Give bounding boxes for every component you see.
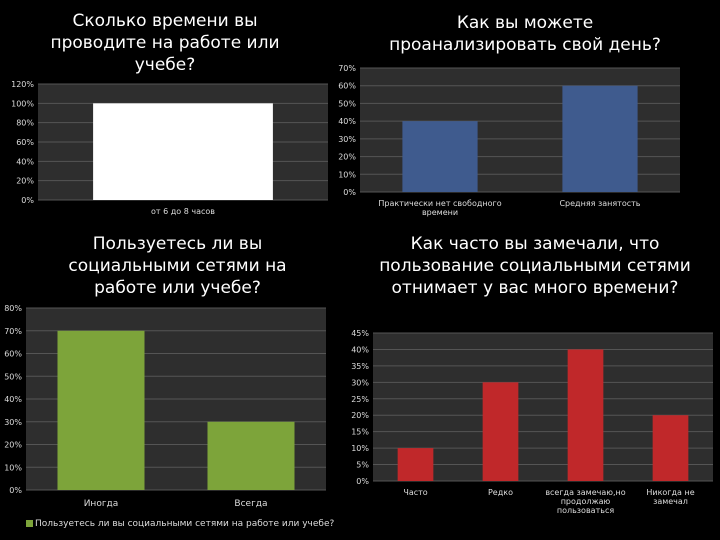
y-tick-label: 0% bbox=[9, 486, 22, 495]
y-tick-label: 120% bbox=[11, 80, 34, 89]
chart4-title: Как часто вы замечали, что пользование с… bbox=[379, 234, 691, 298]
y-tick-label: 0% bbox=[21, 196, 34, 205]
y-tick-label: 60% bbox=[16, 138, 34, 147]
y-tick-label: 40% bbox=[4, 395, 22, 404]
y-tick-label: 35% bbox=[351, 362, 369, 371]
x-tick-label: от 6 до 8 часов bbox=[151, 207, 215, 216]
y-tick-label: 0% bbox=[356, 477, 369, 486]
y-tick-label: 45% bbox=[351, 329, 369, 338]
bar bbox=[402, 121, 478, 192]
x-tick-label: Иногда bbox=[84, 499, 119, 509]
bar bbox=[567, 349, 604, 481]
legend-swatch bbox=[26, 520, 33, 527]
y-tick-label: 40% bbox=[16, 157, 34, 166]
chart3-legend-label: Пользуетесь ли вы социальными сетями на … bbox=[35, 519, 335, 529]
bar bbox=[93, 103, 273, 200]
x-tick-label: Всегда bbox=[234, 499, 267, 509]
y-tick-label: 5% bbox=[356, 461, 369, 470]
y-tick-label: 30% bbox=[4, 418, 22, 427]
y-tick-label: 50% bbox=[4, 372, 22, 381]
x-tick-label: Редко bbox=[488, 488, 513, 497]
y-tick-label: 10% bbox=[4, 463, 22, 472]
chart1-title: Сколько времени вы проводите на работе и… bbox=[50, 11, 280, 75]
y-tick-label: 15% bbox=[351, 428, 369, 437]
chart2-title: Как вы можете проанализировать свой день… bbox=[389, 13, 661, 55]
y-tick-label: 30% bbox=[338, 135, 356, 144]
y-tick-label: 100% bbox=[11, 99, 34, 108]
y-tick-label: 20% bbox=[16, 177, 34, 186]
y-tick-label: 70% bbox=[338, 64, 356, 73]
chart2: 0% 10% 20% 30% 40% 50% 60% 70% Практически нет с… bbox=[338, 64, 680, 217]
y-tick-label: 20% bbox=[351, 411, 369, 420]
chart3-title: Пользуетесь ли вы социальными сетями на … bbox=[68, 234, 287, 298]
chart3-legend: Пользуетесь ли вы социальными сетями на … bbox=[26, 519, 334, 529]
bar bbox=[397, 448, 434, 481]
x-tick-label: Практически нет свободного времени bbox=[378, 199, 501, 217]
y-tick-label: 0% bbox=[343, 188, 356, 197]
y-tick-label: 70% bbox=[4, 327, 22, 336]
x-tick-label: Средняя занятость bbox=[559, 199, 640, 208]
y-tick-label: 60% bbox=[4, 350, 22, 359]
y-tick-label: 40% bbox=[351, 345, 369, 354]
y-tick-label: 25% bbox=[351, 395, 369, 404]
chart1: 0% 20% 40% 60% 80% 100% 120% от 6 до 8 часов bbox=[11, 80, 328, 216]
bar bbox=[57, 330, 145, 490]
y-tick-label: 20% bbox=[338, 153, 356, 162]
y-tick-label: 50% bbox=[338, 99, 356, 108]
y-tick-label: 10% bbox=[338, 170, 356, 179]
chart3: 0% 10% 20% 30% 40% 50% 60% 70% 80% Иногда Всегда bbox=[4, 304, 326, 509]
y-tick-label: 80% bbox=[4, 304, 22, 313]
bar bbox=[482, 382, 519, 481]
y-tick-label: 10% bbox=[351, 444, 369, 453]
y-tick-label: 30% bbox=[351, 378, 369, 387]
chart4: 0% 5% 10% 15% 20% 25% 30% 35% 40% 45% Часто Редко вс… bbox=[351, 329, 713, 515]
x-tick-label: Никогда не замечал bbox=[646, 488, 694, 506]
y-tick-label: 60% bbox=[338, 82, 356, 91]
y-tick-label: 40% bbox=[338, 117, 356, 126]
y-tick-label: 20% bbox=[4, 441, 22, 450]
bar bbox=[562, 85, 638, 192]
y-tick-label: 80% bbox=[16, 119, 34, 128]
x-tick-label: всегда замечаю,но продолжаю пользоваться bbox=[545, 488, 625, 515]
bar bbox=[207, 421, 295, 490]
bar bbox=[652, 415, 689, 481]
x-tick-label: Часто bbox=[403, 488, 427, 497]
